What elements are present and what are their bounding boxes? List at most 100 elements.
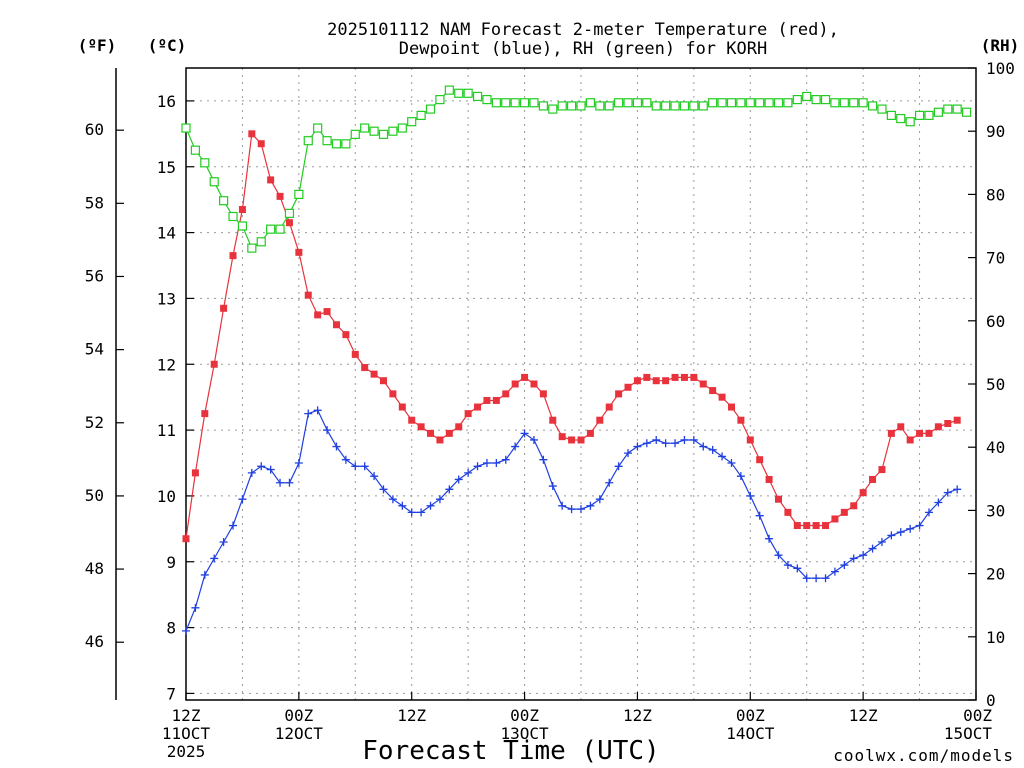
dewpoint-point xyxy=(341,455,350,464)
rh-point xyxy=(830,98,840,108)
rh-point xyxy=(407,117,417,127)
dewpoint-point xyxy=(718,452,727,461)
rh-point xyxy=(651,101,661,111)
temperature-point xyxy=(812,522,820,530)
temperature-point xyxy=(718,393,726,401)
time-tick-label: 12OCT xyxy=(275,724,324,743)
celsius-tick-label: 13 xyxy=(157,289,176,308)
rh-tick-label: 80 xyxy=(986,185,1005,204)
temperature-point xyxy=(878,466,886,474)
time-tick-label: 15OCT xyxy=(944,724,993,743)
rh-point xyxy=(341,139,351,149)
dewpoint-point xyxy=(482,459,491,467)
dewpoint-point xyxy=(595,495,604,504)
temperature-point xyxy=(605,403,613,411)
dewpoint-point xyxy=(793,564,802,573)
rh-point xyxy=(849,98,859,108)
temperature-point xyxy=(492,396,500,404)
temperature-point xyxy=(633,377,641,385)
rh-point xyxy=(322,136,332,146)
dewpoint-point xyxy=(586,501,595,510)
fahrenheit-tick-label: 48 xyxy=(85,559,104,578)
dewpoint-point xyxy=(821,574,830,583)
fahrenheit-axis: 46 48 50 52 54 56 58 60 xyxy=(85,120,124,651)
dewpoint-point xyxy=(652,435,661,444)
celsius-tick-label: 7 xyxy=(166,684,176,703)
rh-point xyxy=(773,98,784,108)
dewpoint-point xyxy=(379,485,388,494)
rh-series-line xyxy=(185,89,967,250)
rh-point xyxy=(331,139,342,149)
dewpoint-point xyxy=(877,538,886,546)
celsius-tick-label: 11 xyxy=(157,421,176,440)
dewpoint-point xyxy=(323,426,332,435)
temperature-point xyxy=(549,416,557,424)
dewpoint-point xyxy=(746,491,755,500)
rh-point xyxy=(181,123,191,133)
temperature-point xyxy=(671,373,679,381)
dewpoint-point xyxy=(774,551,783,560)
dewpoint-point xyxy=(755,511,764,520)
time-tick-label: 12Z xyxy=(849,706,878,725)
rh-point xyxy=(943,104,953,114)
temperature-point xyxy=(502,390,510,398)
dewpoint-point xyxy=(492,459,501,467)
dewpoint-point xyxy=(736,472,745,481)
dewpoint-point xyxy=(605,478,614,487)
temperature-point xyxy=(897,423,905,431)
temperature-point xyxy=(539,390,547,398)
temperature-point xyxy=(953,416,961,424)
temperature-point xyxy=(332,321,340,329)
dewpoint-point xyxy=(473,462,482,471)
rh-point xyxy=(266,224,276,234)
fahrenheit-tick-label: 52 xyxy=(85,413,104,432)
rh-point xyxy=(275,224,285,234)
series-layer xyxy=(181,85,972,635)
rh-point xyxy=(679,101,690,111)
temperature-point xyxy=(680,373,688,381)
rh-point xyxy=(924,110,934,121)
celsius-unit-label: (ºC) xyxy=(148,36,187,55)
rh-point xyxy=(783,98,793,108)
chart-title-line-1: 2025101112 NAM Forecast 2-meter Temperat… xyxy=(327,20,839,40)
rh-point xyxy=(802,91,812,102)
dewpoint-point xyxy=(370,472,379,481)
dewpoint-point xyxy=(257,462,266,471)
rh-point xyxy=(425,104,436,114)
dewpoint-point xyxy=(191,603,200,612)
temperature-point xyxy=(709,387,717,395)
temperature-point xyxy=(342,331,350,339)
celsius-tick-label: 12 xyxy=(157,355,176,374)
dewpoint-point xyxy=(332,442,341,451)
rh-point xyxy=(755,98,765,108)
temperature-point xyxy=(436,436,444,444)
celsius-tick-label: 8 xyxy=(166,619,176,638)
dewpoint-point xyxy=(840,561,849,570)
rh-point xyxy=(585,98,596,108)
dewpoint-point xyxy=(906,524,915,533)
temperature-point xyxy=(398,403,406,411)
rh-tick-label: 0 xyxy=(986,691,996,710)
dewpoint-point xyxy=(614,462,623,471)
temperature-point xyxy=(521,373,529,381)
rh-point xyxy=(566,101,577,111)
dewpoint-point xyxy=(577,505,585,514)
temperature-point xyxy=(511,380,519,388)
temperature-point xyxy=(248,130,256,138)
rh-point xyxy=(736,98,746,108)
dewpoint-point xyxy=(200,570,209,579)
rh-point xyxy=(933,107,943,117)
temperature-point xyxy=(577,436,585,444)
dewpoint-point xyxy=(558,501,567,510)
time-tick-label: 14OCT xyxy=(726,724,775,743)
temperature-point xyxy=(474,403,482,411)
celsius-tick-label: 9 xyxy=(166,553,176,572)
temperature-point xyxy=(652,377,660,385)
temperature-point xyxy=(906,436,914,444)
celsius-tick-label: 16 xyxy=(157,92,176,111)
dewpoint-point xyxy=(529,435,538,444)
dewpoint-point xyxy=(426,501,435,510)
temperature-point xyxy=(323,308,331,316)
